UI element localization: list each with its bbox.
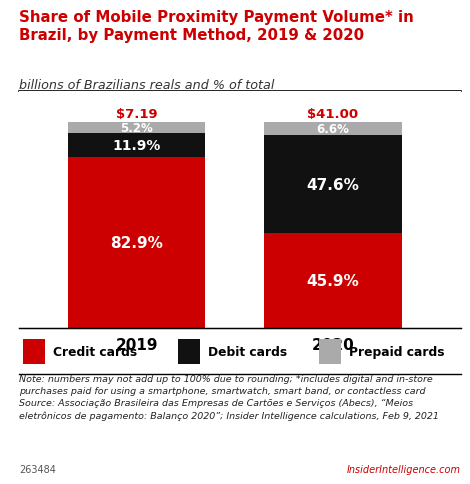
Text: 47.6%: 47.6% [306,178,360,193]
Text: Credit cards: Credit cards [53,345,137,358]
Text: Debit cards: Debit cards [208,345,287,358]
Bar [23,339,45,364]
Bar [68,122,205,133]
Bar [178,339,200,364]
Text: $41.00: $41.00 [307,107,359,121]
Text: 45.9%: 45.9% [306,274,360,289]
Text: 82.9%: 82.9% [110,236,163,251]
Text: Note: numbers may not add up to 100% due to rounding; *includes digital and in-s: Note: numbers may not add up to 100% due… [19,374,439,420]
Text: Prepaid cards: Prepaid cards [349,345,445,358]
Text: 263484: 263484 [19,464,55,474]
Bar [264,136,402,234]
Text: Share of Mobile Proximity Payment Volume* in
Brazil, by Payment Method, 2019 & 2: Share of Mobile Proximity Payment Volume… [19,10,414,43]
Text: billions of Brazilians reals and % of total: billions of Brazilians reals and % of to… [19,79,274,91]
Text: 5.2%: 5.2% [120,121,153,135]
Bar [264,122,402,136]
Text: InsiderIntelligence.com: InsiderIntelligence.com [346,464,461,474]
Bar [319,339,341,364]
Text: 11.9%: 11.9% [112,138,161,152]
Bar [68,133,205,158]
Text: 6.6%: 6.6% [316,122,349,136]
Text: $7.19: $7.19 [116,107,157,121]
Bar [264,234,402,329]
Bar [68,158,205,329]
